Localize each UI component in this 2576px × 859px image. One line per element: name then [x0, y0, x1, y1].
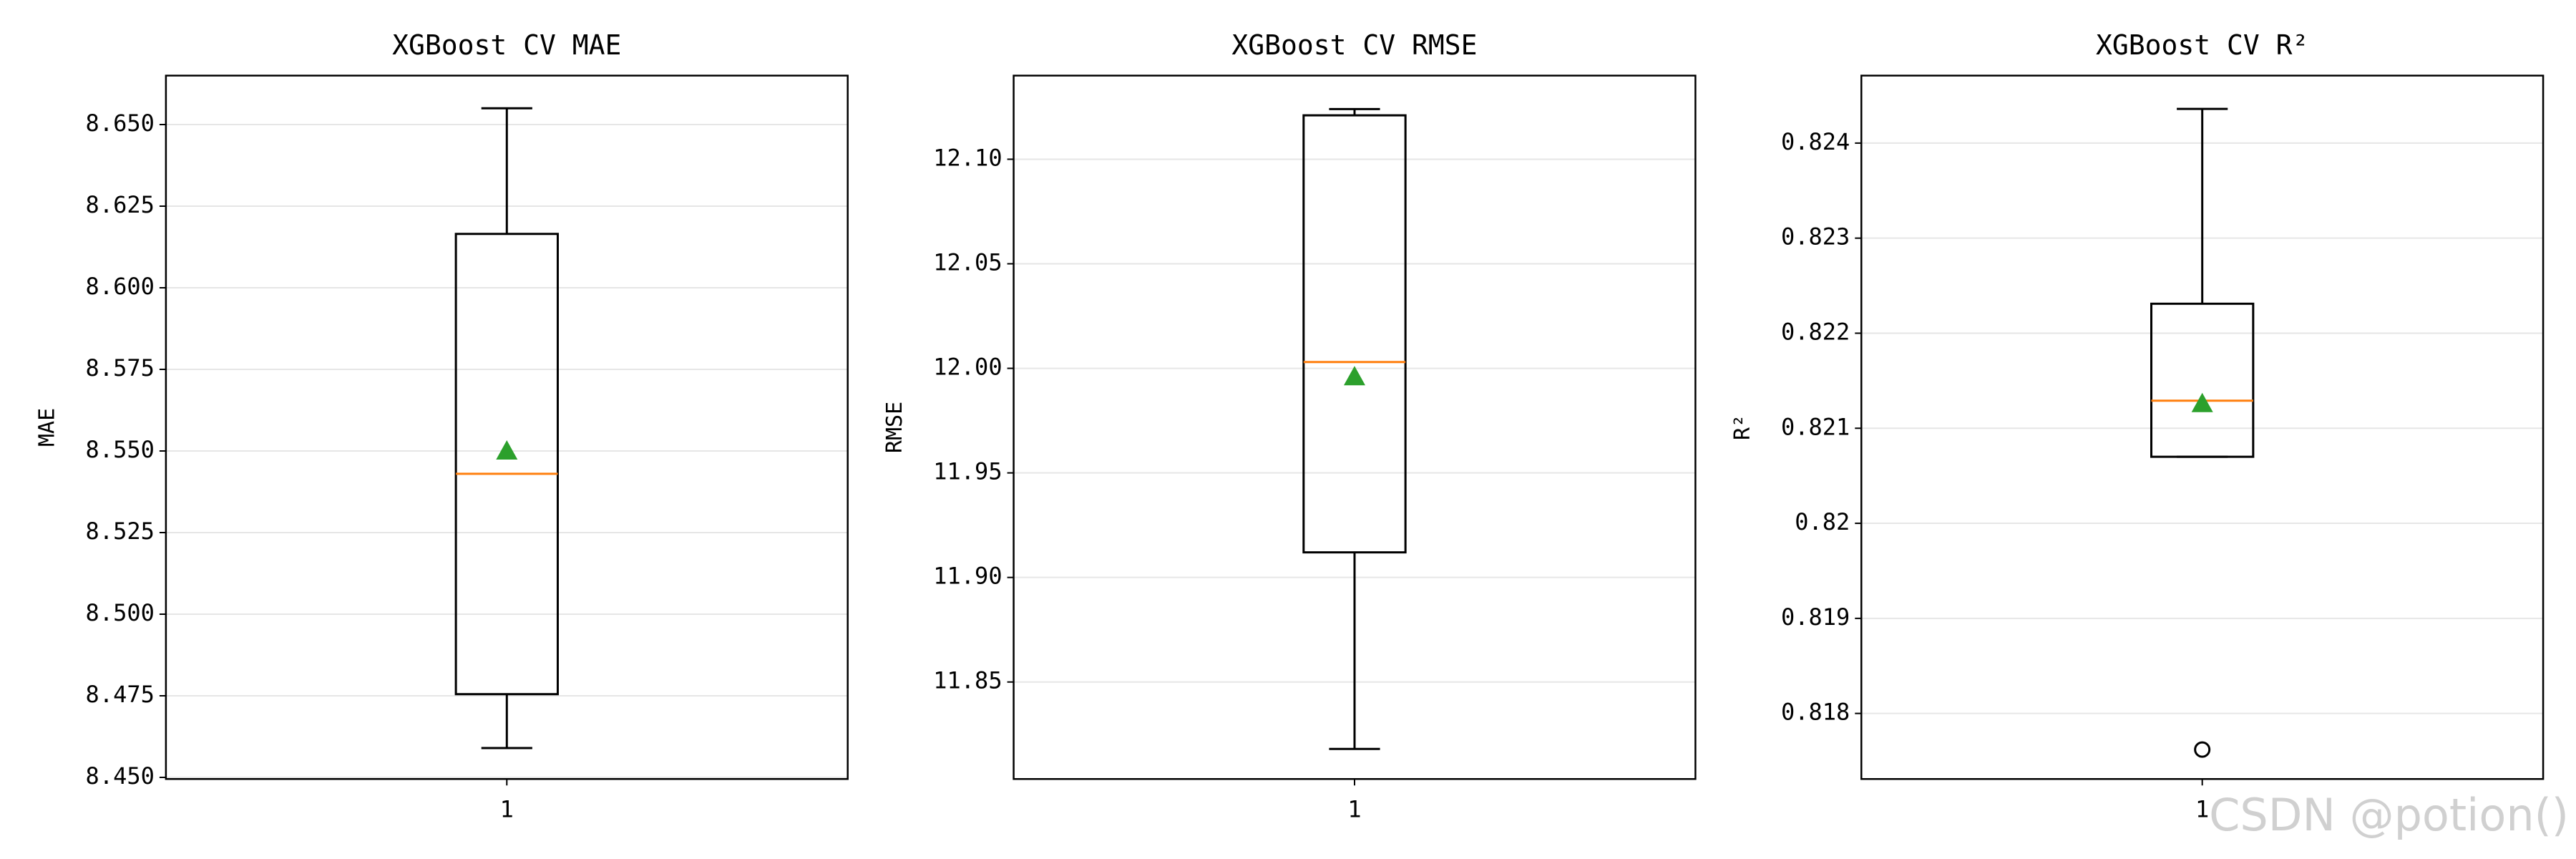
flier — [2194, 741, 2211, 758]
mean-marker — [1343, 366, 1365, 386]
y-tick-label: 11.95 — [933, 458, 1002, 485]
mean-marker — [496, 440, 518, 460]
y-tick-label: 0.822 — [1781, 318, 1850, 345]
y-tick-label: 12.10 — [933, 144, 1002, 171]
y-tick-label: 0.82 — [1795, 508, 1850, 535]
y-tick-label: 0.819 — [1781, 603, 1850, 631]
y-tick-label: 8.500 — [86, 599, 155, 626]
box — [2150, 302, 2255, 458]
mean-marker — [2191, 392, 2213, 412]
y-axis-label: MAE — [34, 408, 59, 447]
y-tick-label: 8.525 — [86, 518, 155, 545]
box — [454, 233, 559, 696]
y-axis-label: R² — [1730, 414, 1755, 440]
x-tick-label: 1 — [2195, 795, 2209, 822]
y-tick-label: 8.450 — [86, 762, 155, 790]
y-tick-label: 8.475 — [86, 681, 155, 708]
box — [1302, 114, 1407, 554]
y-tick-label: 0.823 — [1781, 223, 1850, 251]
y-tick-label: 8.600 — [86, 273, 155, 300]
chart-title: XGBoost CV MAE — [392, 29, 621, 61]
axes-frame — [1860, 74, 2545, 780]
y-tick-label: 11.90 — [933, 563, 1002, 590]
y-tick-label: 8.650 — [86, 110, 155, 137]
y-tick-label: 12.00 — [933, 354, 1002, 381]
y-tick-label: 12.05 — [933, 249, 1002, 276]
y-tick-label: 8.625 — [86, 191, 155, 218]
chart-title: XGBoost CV RMSE — [1231, 29, 1477, 61]
y-tick-label: 8.575 — [86, 354, 155, 382]
axes-frame — [1013, 74, 1697, 780]
watermark: CSDN @potion() — [2209, 789, 2569, 841]
y-tick-label: 8.550 — [86, 436, 155, 463]
axes-frame — [165, 74, 849, 780]
x-tick-label: 1 — [1347, 795, 1361, 822]
y-tick-label: 0.818 — [1781, 699, 1850, 726]
y-tick-label: 0.821 — [1781, 413, 1850, 440]
y-tick-label: 11.85 — [933, 667, 1002, 694]
x-tick-label: 1 — [500, 795, 514, 822]
chart-title: XGBoost CV R² — [2096, 29, 2308, 61]
y-axis-label: RMSE — [882, 402, 907, 453]
y-tick-label: 0.824 — [1781, 128, 1850, 155]
